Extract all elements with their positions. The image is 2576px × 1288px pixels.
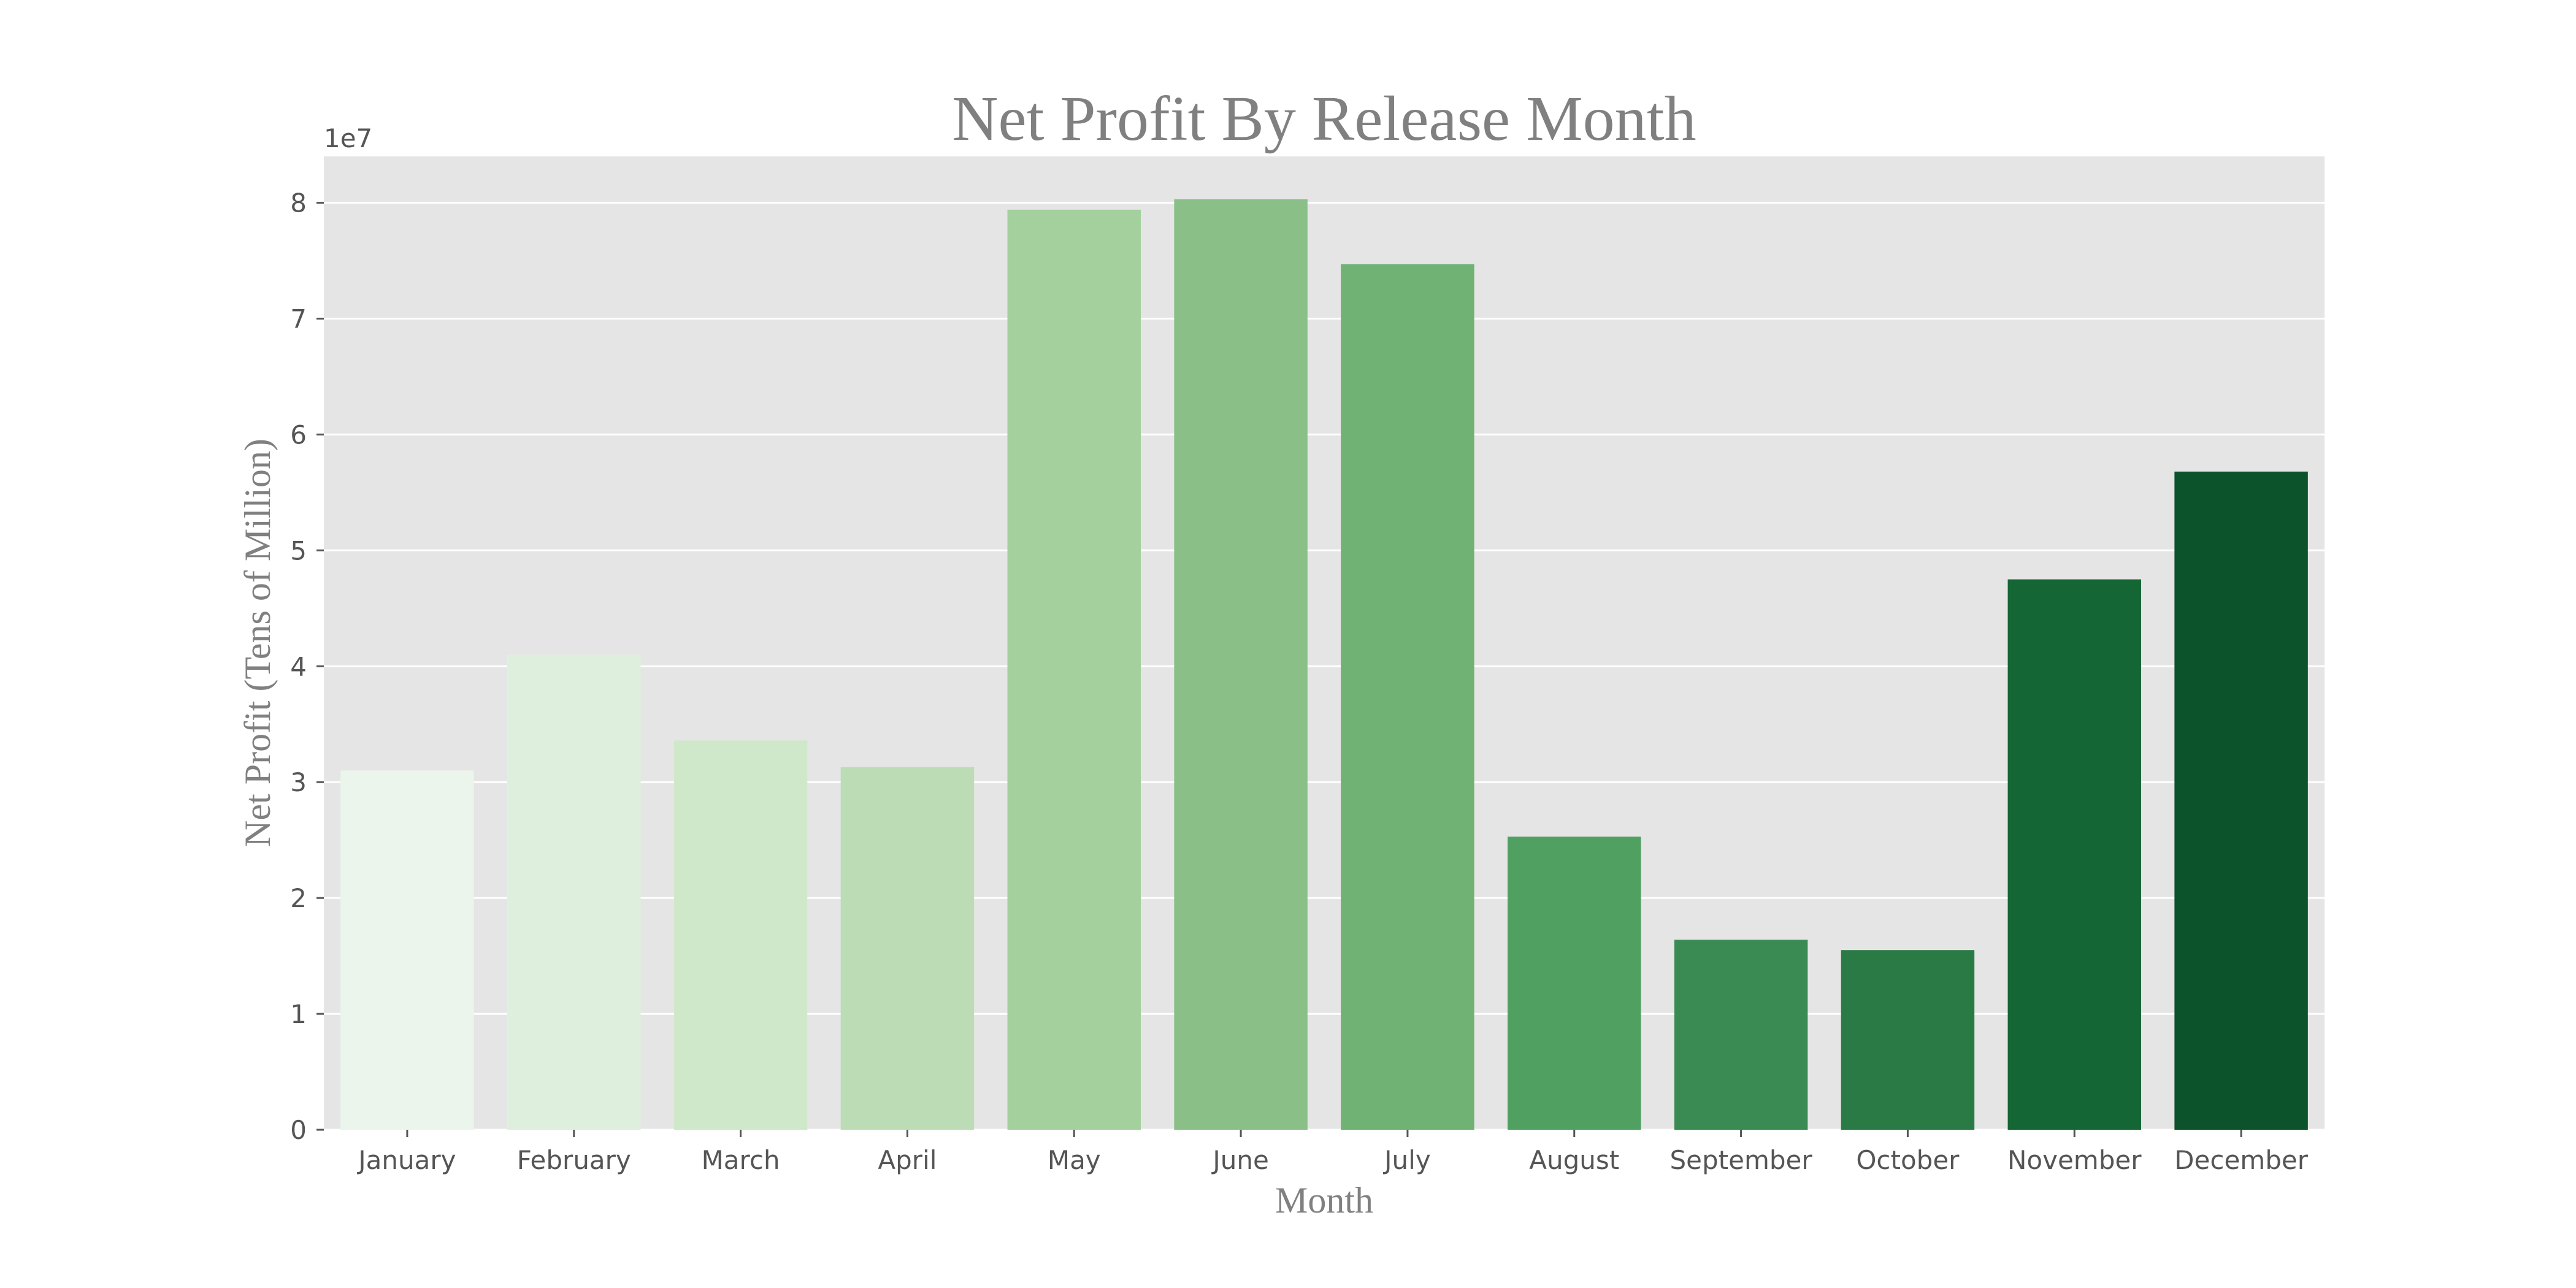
bar-june xyxy=(1174,199,1308,1130)
y-axis: 0 1 2 3 4 5 6 7 8 xyxy=(290,188,324,1145)
bar-february xyxy=(507,654,641,1130)
x-axis-label: Month xyxy=(1275,1180,1373,1221)
bar-january xyxy=(340,770,474,1130)
y-tick-label: 4 xyxy=(290,651,307,681)
bar-may xyxy=(1007,209,1141,1130)
y-tick-label: 3 xyxy=(290,767,307,797)
x-tick-label-june: June xyxy=(1211,1145,1268,1175)
x-axis: January February March April May June July Augu… xyxy=(356,1130,2309,1175)
y-tick-label: 5 xyxy=(290,535,307,565)
y-tick-label: 7 xyxy=(290,304,307,334)
x-tick-label-august: August xyxy=(1529,1145,1619,1175)
x-tick-label-january: January xyxy=(356,1145,456,1175)
chart-title: Net Profit By Release Month xyxy=(952,83,1696,154)
bar-august xyxy=(1508,837,1641,1130)
x-tick-label-march: March xyxy=(702,1145,780,1175)
y-tick-label: 1 xyxy=(290,999,307,1029)
y-offset-label: 1e7 xyxy=(324,123,372,153)
bar-july xyxy=(1341,264,1474,1130)
bar-september xyxy=(1674,940,1808,1130)
x-tick-label-september: September xyxy=(1670,1145,1813,1175)
grid-lines xyxy=(324,202,2325,1131)
x-tick-label-november: November xyxy=(2007,1145,2142,1175)
y-tick-label: 6 xyxy=(290,420,307,450)
x-tick-label-may: May xyxy=(1048,1145,1101,1175)
y-tick-label: 8 xyxy=(290,188,307,218)
x-tick-label-july: July xyxy=(1382,1145,1431,1175)
x-tick-label-february: February xyxy=(517,1145,631,1175)
x-tick-label-december: December xyxy=(2174,1145,2309,1175)
x-tick-label-april: April xyxy=(878,1145,937,1175)
bar-december xyxy=(2174,471,2308,1130)
bar-november xyxy=(2007,579,2141,1130)
y-axis-label: Net Profit (Tens of Million) xyxy=(237,439,278,847)
bar-march xyxy=(673,740,808,1130)
bar-october xyxy=(1841,950,1975,1130)
bars xyxy=(340,199,2308,1130)
y-tick-label: 2 xyxy=(290,883,307,913)
bar-april xyxy=(840,767,975,1130)
y-tick-label: 0 xyxy=(290,1115,307,1145)
x-tick-label-october: October xyxy=(1856,1145,1960,1175)
